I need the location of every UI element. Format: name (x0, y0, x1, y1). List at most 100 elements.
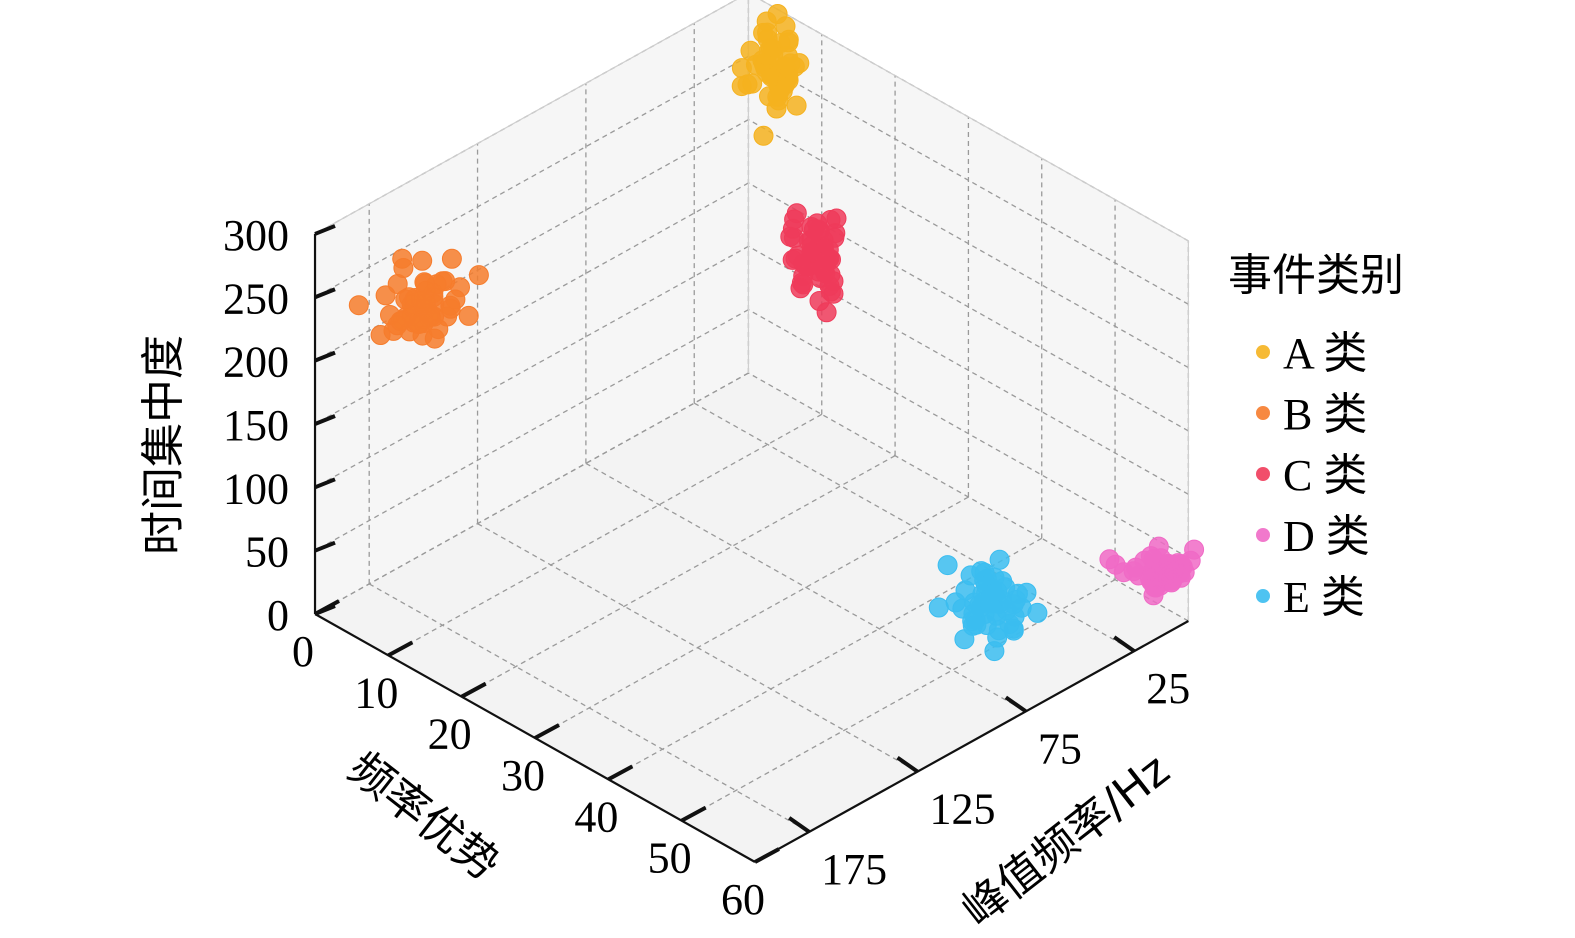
data-point (988, 620, 1009, 641)
gridline-wall-z (314, 55, 749, 298)
gridline-wall-z (748, 372, 1189, 622)
gridline-wall-z (314, 119, 749, 362)
data-point (810, 268, 831, 288)
z-tick (314, 414, 336, 426)
legend-marker (1256, 406, 1270, 420)
data-point (390, 311, 411, 332)
data-point (468, 265, 489, 286)
data-point (375, 285, 396, 306)
legend-title: 事件类别 (1228, 250, 1404, 301)
data-point (753, 125, 774, 146)
data-point (820, 281, 841, 302)
data-point (411, 290, 432, 310)
y-tick-label: 75 (1038, 724, 1082, 773)
legend-label: D 类 (1283, 512, 1370, 561)
gridline-wall-z (748, 309, 1189, 559)
data-point (757, 22, 777, 43)
data-point (393, 258, 414, 278)
legend: 事件类别 A 类 B 类 C 类 D 类 E 类 (1228, 250, 1404, 622)
data-point (945, 592, 966, 613)
right-wall-pane (315, 0, 749, 615)
y-tick-label: 175 (821, 845, 887, 894)
x-tick (387, 640, 414, 658)
legend-marker (1256, 345, 1270, 359)
y-tick (788, 816, 811, 834)
tick-marks (314, 224, 1136, 864)
gridline-floor-y (693, 402, 1135, 652)
z-tick (314, 604, 336, 616)
gridline-wall-z (314, 245, 749, 488)
x-axis-label: 频率优势 (339, 742, 509, 891)
gridline-wall-z (314, 372, 749, 615)
data-point (778, 29, 799, 50)
gridline-floor-x (534, 496, 969, 739)
legend-label: C 类 (1283, 451, 1367, 500)
data-point (786, 95, 807, 116)
data-point (1099, 549, 1120, 570)
y-tick-label: 125 (930, 785, 996, 834)
gridline-floor-y (585, 462, 1027, 712)
x-tick-label: 0 (292, 627, 314, 676)
pane-edge (314, 0, 737, 235)
data-point (816, 302, 837, 323)
data-point (348, 295, 369, 316)
data-point (966, 614, 987, 635)
z-tick (314, 287, 336, 300)
y-axis-line (754, 620, 1189, 863)
legend-marker (1256, 589, 1270, 603)
z-axis-label: 时间集中度 (138, 335, 189, 555)
gridline-floor-x (388, 413, 823, 656)
data-points (348, 4, 1205, 662)
x-tick (534, 723, 560, 740)
x-tick-label: 10 (354, 668, 398, 717)
data-point (1123, 561, 1144, 582)
gridline-wall-z (314, 309, 749, 552)
gridline-floor-y (477, 523, 918, 773)
data-point (731, 58, 752, 79)
data-point (763, 44, 784, 65)
data-point (928, 597, 949, 618)
x-tick-label: 40 (574, 792, 618, 841)
legend-label: E 类 (1283, 573, 1365, 622)
tick-labels: 0 10 20 30 40 50 60 25 75 125 175 0 50 100 150 200 250 30… (223, 211, 1190, 924)
data-point (937, 555, 958, 576)
legend-label: A 类 (1283, 329, 1367, 378)
data-point (412, 250, 433, 271)
data-point (1184, 539, 1205, 560)
data-point (441, 248, 462, 269)
z-tick-label: 250 (223, 274, 289, 323)
gridline-wall-z (314, 182, 749, 425)
x-tick-label: 30 (501, 751, 545, 800)
data-point (985, 601, 1006, 622)
y-tick (1004, 695, 1028, 714)
data-point (409, 313, 430, 334)
x-tick (680, 805, 707, 823)
z-tick (314, 477, 336, 490)
gridline-wall-z (748, 245, 1189, 495)
z-tick (314, 224, 336, 236)
z-tick-label: 0 (267, 591, 289, 640)
data-point (983, 583, 1004, 604)
x-tick (460, 681, 487, 699)
gridline-floor-y (368, 583, 810, 833)
data-point (782, 218, 803, 239)
data-point (440, 298, 461, 319)
data-point (458, 305, 479, 326)
data-point (370, 325, 391, 345)
x-tick-label: 20 (428, 710, 472, 759)
x-tick (607, 764, 634, 782)
left-wall-pane (748, 0, 1189, 621)
legend-marker (1256, 528, 1270, 542)
data-point (1140, 568, 1160, 589)
z-tick (314, 540, 336, 553)
x-tick-label: 60 (721, 875, 765, 924)
z-tick-label: 50 (245, 528, 289, 577)
data-point (960, 565, 981, 586)
legend-marker (1256, 467, 1270, 481)
z-tick-label: 300 (223, 211, 289, 260)
y-tick-label: 25 (1146, 664, 1190, 713)
z-tick-label: 150 (223, 401, 289, 450)
data-point (1027, 602, 1048, 623)
pane-edge (759, 0, 1189, 242)
